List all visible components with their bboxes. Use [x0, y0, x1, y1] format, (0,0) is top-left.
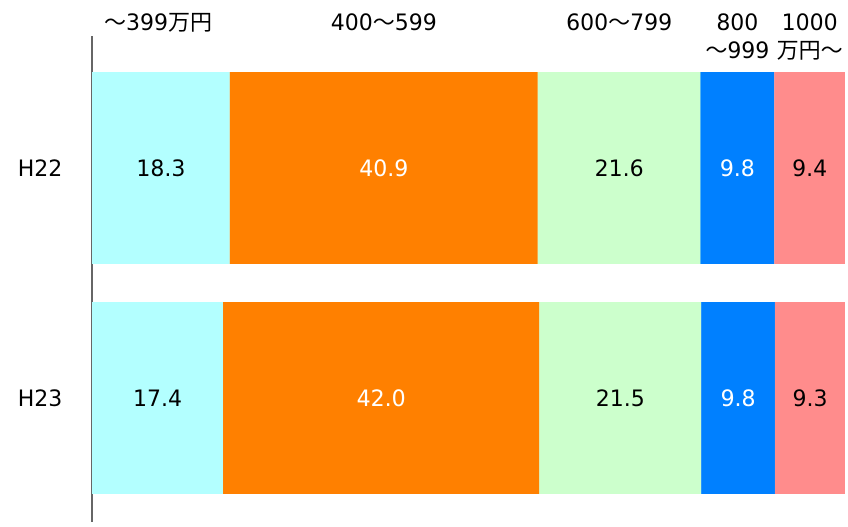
category-label-4-line-1: 800: [716, 11, 758, 36]
row-label-h22: H22: [18, 157, 63, 182]
bar-segment-h23-4: [701, 302, 775, 494]
bar-segment-h23-5: [774, 302, 845, 494]
category-label-2: 400～599: [331, 11, 437, 36]
row-labels: H22 H23: [18, 157, 63, 412]
category-label-3: 600～799: [566, 11, 672, 36]
value-label-h23-1: 17.4: [133, 387, 182, 412]
category-labels: ～399万円 400～599 600～799 800 ～999 1000 万円～: [104, 11, 843, 64]
category-label-1: ～399万円: [104, 11, 212, 36]
bar-segment-h22-5: [774, 72, 845, 264]
bars: 18.3 40.9 21.6 9.8 9.4 17.4 42.0 21.5 9.8 9.3: [92, 72, 845, 494]
category-label-5-line-1: 1000: [782, 11, 838, 36]
bar-segment-h23-3: [539, 302, 702, 494]
bar-segment-h23-2: [223, 302, 540, 494]
value-label-h23-4: 9.8: [721, 387, 756, 412]
category-label-4-line-2: ～999: [705, 39, 769, 64]
category-label-4: 800 ～999: [705, 11, 769, 64]
value-label-h23-5: 9.3: [792, 387, 827, 412]
value-label-h22-5: 9.4: [792, 157, 827, 182]
category-label-5: 1000 万円～: [777, 11, 843, 64]
value-label-h22-2: 40.9: [359, 157, 408, 182]
value-label-h22-1: 18.3: [136, 157, 185, 182]
value-label-h22-3: 21.6: [595, 157, 644, 182]
value-label-h23-2: 42.0: [357, 387, 406, 412]
bar-segment-h23-1: [92, 302, 224, 494]
value-label-h22-4: 9.8: [720, 157, 755, 182]
bar-segment-h22-1: [92, 72, 230, 264]
category-label-5-line-2: 万円～: [777, 39, 843, 64]
value-label-h23-3: 21.5: [596, 387, 645, 412]
bar-segment-h22-2: [229, 72, 538, 264]
bar-segment-h22-4: [700, 72, 775, 264]
bar-segment-h22-3: [537, 72, 701, 264]
row-label-h23: H23: [18, 387, 63, 412]
